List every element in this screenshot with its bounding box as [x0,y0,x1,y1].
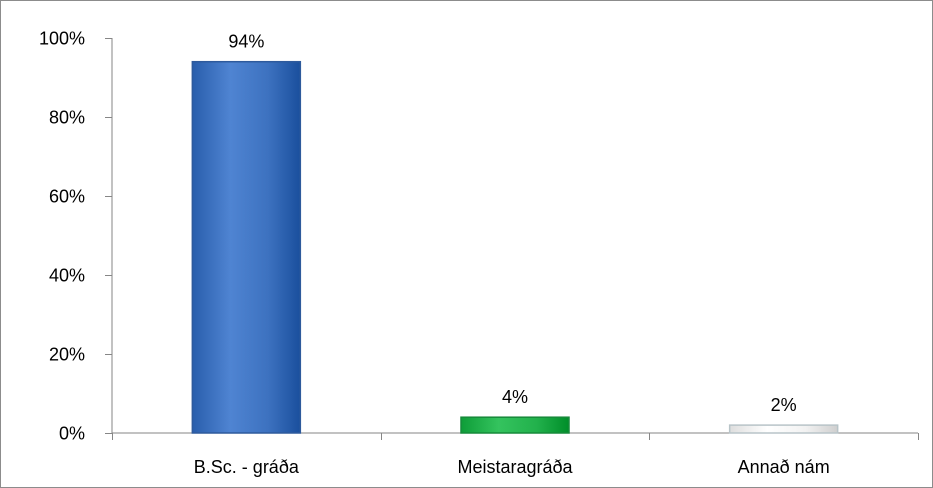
x-tick-label-2: Meistaragráða [457,457,573,477]
y-tick-label: 40% [49,266,85,286]
data-label-3: 2% [771,395,797,415]
y-tick-label: 80% [49,108,85,128]
data-label-1: 94% [228,32,264,52]
bar-2 [460,416,570,434]
bars [191,60,839,434]
labels: 0% 20% 40% 60% 80% 100% 94% B.Sc. - gráða 4% Meis… [39,29,830,478]
bar-1 [191,60,302,434]
x-tick-label-3: Annað nám [738,457,830,477]
y-tick-label: 20% [49,345,85,365]
y-tick-label: 100% [39,29,85,49]
bar-3 [728,424,839,434]
y-tick-label: 60% [49,187,85,207]
x-tick-label-1: B.Sc. - gráða [194,457,300,477]
data-label-2: 4% [502,387,528,407]
y-tick-label: 0% [59,424,85,444]
